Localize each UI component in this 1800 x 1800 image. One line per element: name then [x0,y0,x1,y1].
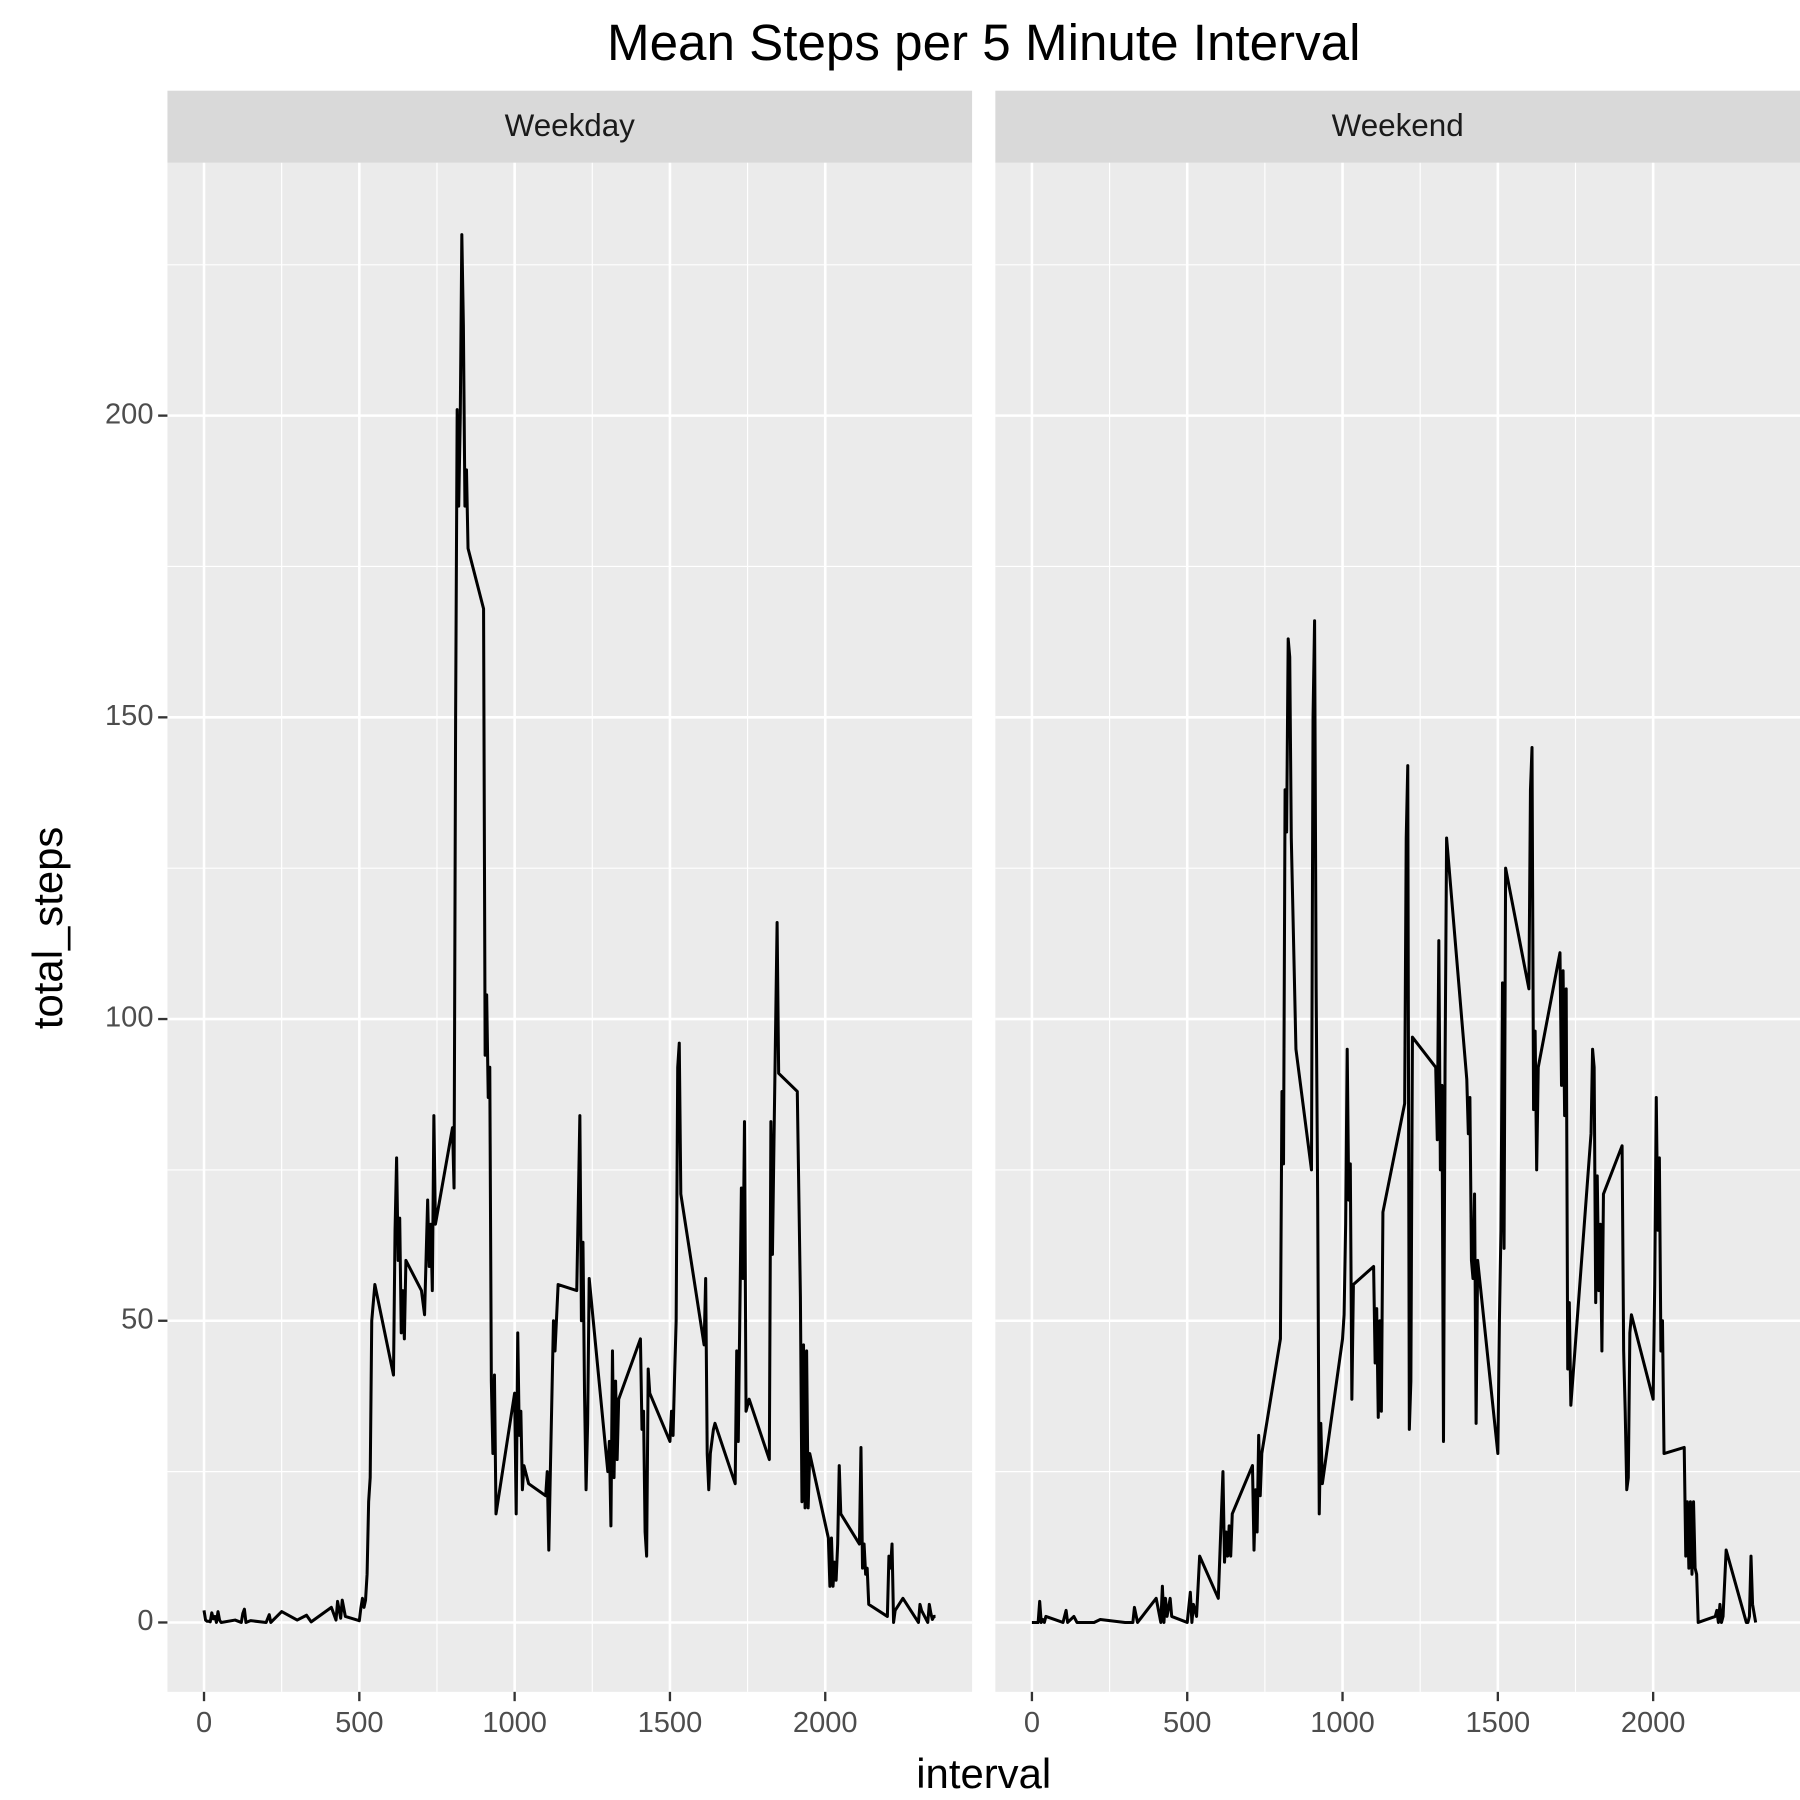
x-tick-label: 1500 [638,1707,703,1739]
x-tick-label: 1000 [482,1707,547,1739]
y-tick-label: 150 [105,700,153,732]
data-line [202,233,936,1624]
x-tick-label: 1500 [1466,1707,1531,1739]
chart-title: Mean Steps per 5 Minute Interval [607,14,1361,71]
data-line [1031,619,1758,1624]
strip-label: Weekend [1332,108,1464,143]
y-tick-label: 100 [105,1002,153,1034]
x-tick-label: 2000 [793,1707,858,1739]
x-tick-label: 1000 [1310,1707,1375,1739]
strip-label: Weekday [505,108,636,143]
y-tick-label: 0 [137,1605,153,1637]
panel-background [167,162,973,1692]
x-tick-label: 2000 [1621,1707,1686,1739]
x-tick-label: 0 [1024,1707,1040,1739]
x-tick-label: 500 [335,1707,383,1739]
strip-background [995,90,1800,163]
x-tick-label: 0 [196,1707,212,1739]
y-axis-title: total_steps [24,827,71,1029]
x-axis-title: interval [916,1750,1051,1797]
x-tick-label: 500 [1163,1707,1211,1739]
y-tick-label: 200 [105,398,153,430]
strip-background [167,90,973,163]
y-tick-label: 50 [121,1303,153,1335]
panel-background [995,162,1800,1692]
